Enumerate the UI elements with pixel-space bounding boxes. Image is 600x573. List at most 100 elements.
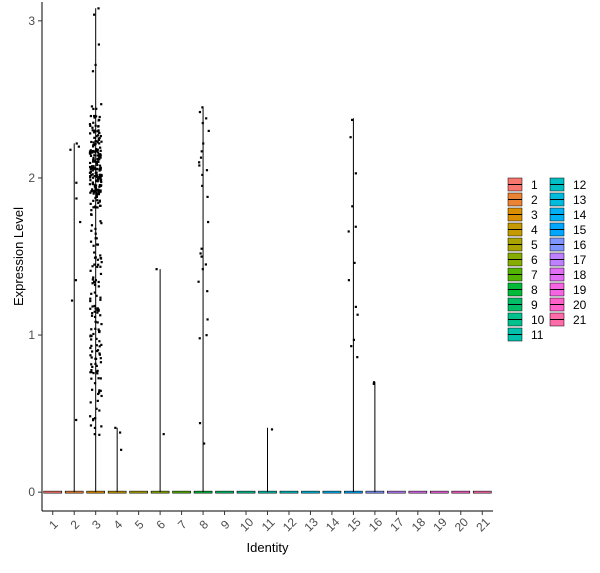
data-point (99, 361, 103, 364)
data-point (89, 176, 92, 179)
data-point (97, 177, 100, 181)
data-point (95, 160, 98, 164)
data-point (118, 431, 122, 434)
legend-label: 6 (531, 253, 538, 267)
legend-item: 10 (507, 312, 545, 327)
data-point (95, 171, 98, 174)
data-point (90, 209, 93, 212)
violin-17 (387, 490, 406, 494)
data-point (98, 353, 102, 356)
data-point (90, 338, 93, 341)
data-point (95, 162, 98, 165)
data-point (99, 135, 102, 138)
legend-item: 20 (549, 297, 587, 312)
data-point (114, 426, 117, 429)
x-tick-label: 5 (132, 517, 147, 532)
legend-label: 7 (531, 268, 538, 282)
data-point (98, 154, 101, 157)
data-point (93, 185, 96, 188)
data-point (91, 70, 95, 73)
data-point (93, 433, 96, 436)
violin-4 (107, 427, 127, 494)
data-point (91, 182, 94, 185)
data-point (90, 140, 93, 144)
legend-label: 18 (573, 268, 587, 282)
data-point (91, 151, 94, 154)
data-point (92, 143, 96, 146)
legend-label: 3 (531, 208, 538, 222)
data-point (347, 279, 351, 282)
violin-13 (301, 490, 320, 494)
data-point (100, 103, 103, 106)
data-point (96, 265, 99, 268)
violin-base (129, 490, 148, 494)
legend-label: 15 (573, 223, 587, 237)
data-point (92, 131, 96, 134)
legend-label: 11 (531, 328, 544, 342)
data-point (93, 159, 96, 162)
legend-label: 17 (573, 253, 587, 267)
data-point (198, 164, 201, 167)
data-point (96, 163, 99, 167)
data-point (95, 294, 98, 297)
data-point (93, 256, 97, 259)
x-tick-label: 8 (196, 517, 211, 532)
data-point (91, 388, 94, 391)
data-point (99, 156, 102, 159)
data-point (354, 172, 357, 175)
data-point (353, 261, 356, 264)
legend-label: 5 (531, 238, 538, 252)
data-point (352, 338, 356, 341)
data-point (200, 247, 203, 250)
data-point (99, 166, 102, 169)
data-point (89, 307, 92, 310)
data-point (92, 206, 95, 209)
data-point (94, 140, 97, 143)
violin-2 (64, 143, 84, 494)
data-point (90, 213, 93, 216)
legend-item: 18 (549, 267, 587, 282)
data-point (95, 344, 98, 347)
violin-3 (86, 8, 106, 494)
data-point (351, 118, 354, 122)
data-point (98, 409, 101, 412)
data-point (98, 158, 101, 161)
data-point (93, 263, 96, 266)
data-point (96, 311, 99, 314)
y-tick-label: 2 (28, 171, 35, 185)
data-point (99, 296, 102, 299)
data-point (88, 183, 92, 186)
x-axis-title: Identity (247, 540, 289, 555)
data-point (201, 268, 204, 271)
data-point (100, 180, 103, 184)
violin-10 (236, 490, 256, 494)
x-tick-label: 14 (323, 515, 343, 535)
x-tick-label: 16 (366, 515, 386, 535)
violin-1 (43, 490, 63, 494)
data-point (89, 191, 92, 194)
legend-label: 9 (531, 298, 538, 312)
violin-base (236, 490, 256, 494)
y-tick-label: 1 (28, 328, 35, 342)
violin-11 (258, 427, 277, 494)
data-point (100, 222, 103, 225)
data-point (94, 151, 97, 154)
data-point (97, 125, 100, 128)
legend-label: 14 (573, 208, 587, 222)
data-point (205, 334, 208, 337)
data-point (89, 240, 93, 243)
data-point (94, 232, 97, 235)
data-point (91, 169, 94, 172)
data-point (89, 202, 92, 205)
data-point (90, 363, 93, 366)
data-point (89, 149, 92, 152)
data-point (96, 309, 99, 312)
data-point (93, 382, 97, 385)
data-point (96, 321, 99, 324)
data-point (89, 114, 92, 118)
y-tick-label: 0 (28, 485, 35, 499)
x-tick-label: 15 (344, 515, 364, 535)
data-point (99, 377, 102, 380)
violin-base (215, 490, 234, 494)
data-point (91, 305, 94, 308)
